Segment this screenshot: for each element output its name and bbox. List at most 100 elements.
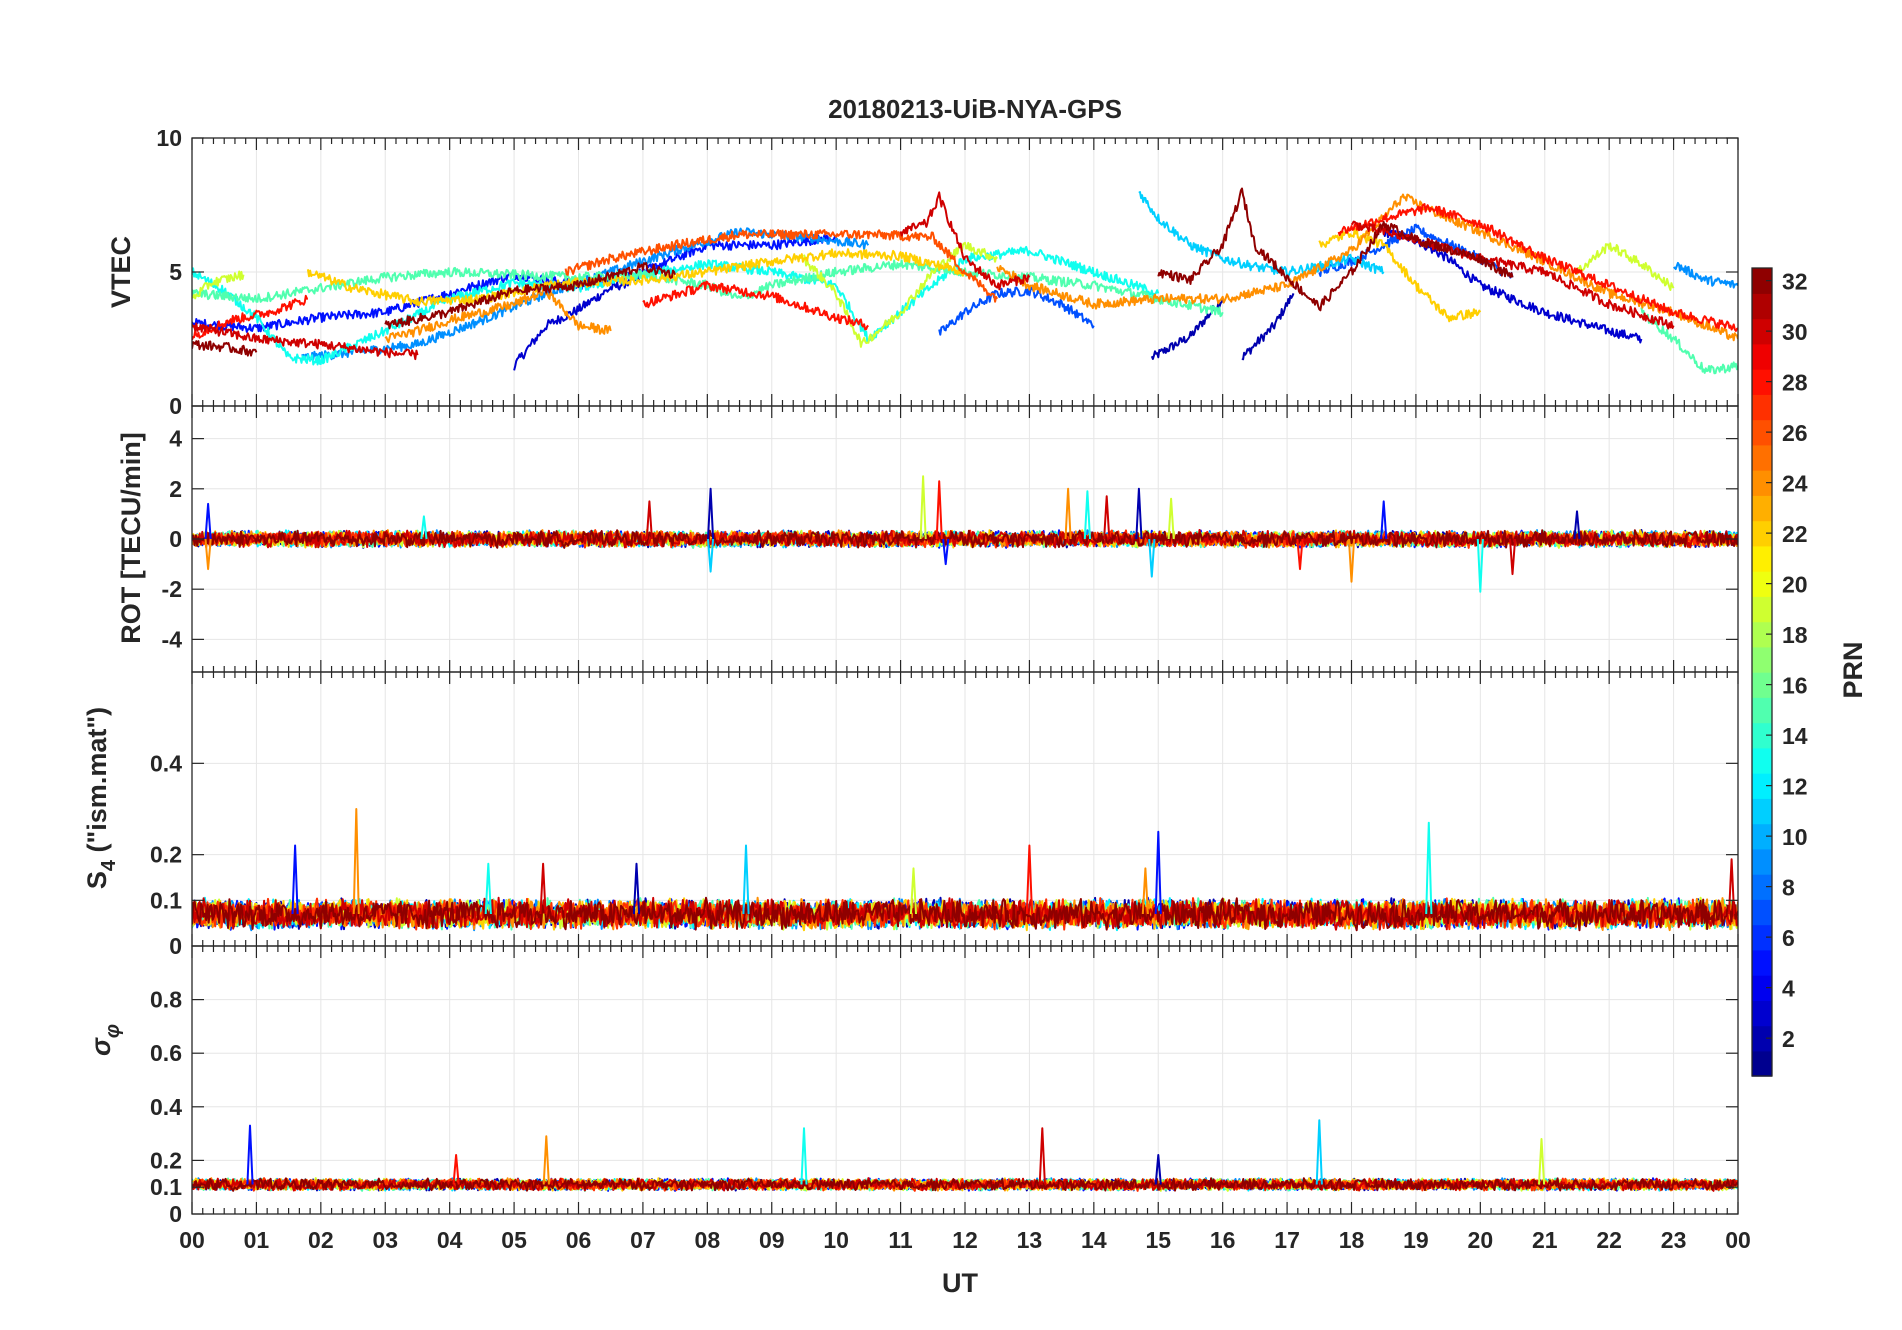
prn-32-trace bbox=[192, 340, 258, 357]
spike bbox=[919, 475, 927, 540]
vtec-ylabel: VTEC bbox=[106, 236, 136, 308]
spike bbox=[800, 1127, 808, 1185]
rot-ylabel: ROT [TECU/min] bbox=[116, 432, 146, 643]
y-tick-label: 0 bbox=[169, 393, 182, 419]
colorbar-swatch bbox=[1752, 848, 1772, 875]
colorbar-tick-label: 16 bbox=[1782, 673, 1808, 699]
spike bbox=[742, 844, 750, 915]
spike bbox=[291, 844, 299, 915]
x-tick-label: 19 bbox=[1403, 1227, 1429, 1253]
prn-32-trace bbox=[192, 529, 1738, 549]
colorbar-tick-label: 20 bbox=[1782, 572, 1808, 598]
prn-3-trace bbox=[513, 274, 644, 371]
prn-7-trace bbox=[938, 286, 1095, 336]
spike bbox=[542, 1135, 550, 1185]
y-tick-label: -2 bbox=[162, 576, 182, 602]
y-tick-label: 0.4 bbox=[150, 750, 182, 776]
sigma-phi-ylabel: σφ bbox=[86, 1024, 124, 1056]
colorbar-swatch bbox=[1752, 419, 1772, 446]
colorbar-swatch bbox=[1752, 975, 1772, 1001]
prn-11-trace bbox=[1138, 191, 1385, 278]
colorbar-tick-label: 22 bbox=[1782, 521, 1808, 547]
colorbar-tick-label: 28 bbox=[1782, 370, 1808, 396]
spike bbox=[645, 500, 653, 540]
colorbar-swatch bbox=[1752, 369, 1772, 395]
x-tick-label: 11 bbox=[888, 1227, 913, 1253]
prn-26-trace bbox=[564, 228, 999, 303]
colorbar-swatch bbox=[1752, 318, 1772, 345]
spike bbox=[1083, 490, 1091, 540]
colorbar-tick-label: 32 bbox=[1782, 269, 1808, 295]
spike bbox=[1025, 844, 1033, 915]
spike bbox=[1135, 487, 1143, 540]
spike bbox=[1167, 497, 1175, 540]
spike bbox=[632, 862, 641, 915]
x-tick-label: 02 bbox=[308, 1227, 334, 1253]
prn-28-trace bbox=[1337, 203, 1738, 332]
chart-title: 20180213-UiB-NYA-GPS bbox=[828, 94, 1122, 124]
spike bbox=[1315, 1119, 1323, 1185]
colorbar-swatch bbox=[1752, 470, 1772, 496]
x-tick-label: 22 bbox=[1596, 1227, 1622, 1253]
y-tick-label: 0.2 bbox=[150, 1147, 182, 1173]
colorbar-swatch bbox=[1752, 924, 1772, 951]
prn-19-trace bbox=[1576, 242, 1675, 291]
colorbar-tick-label: 18 bbox=[1782, 622, 1808, 648]
y-tick-label: 0.2 bbox=[150, 842, 182, 868]
x-tick-label: 23 bbox=[1661, 1227, 1687, 1253]
spike bbox=[246, 1124, 254, 1185]
x-tick-label: 03 bbox=[372, 1227, 398, 1253]
rot-panel: -4 -2 0 2 4 bbox=[162, 405, 1739, 673]
x-tick-label: 15 bbox=[1145, 1227, 1171, 1253]
colorbar-tick-label: 8 bbox=[1782, 875, 1795, 901]
colorbar-swatch bbox=[1752, 949, 1772, 976]
traces bbox=[192, 187, 1738, 375]
y-tick-label: -4 bbox=[162, 626, 183, 652]
spike bbox=[1538, 1138, 1546, 1185]
x-tick-label: 13 bbox=[1017, 1227, 1043, 1253]
x-tick-label: 17 bbox=[1274, 1227, 1300, 1253]
y-tick-label: 2 bbox=[169, 476, 182, 502]
spike bbox=[452, 1154, 460, 1185]
spike bbox=[1154, 1154, 1162, 1185]
y-tick-label: 0.1 bbox=[150, 1174, 182, 1200]
spike bbox=[707, 538, 715, 573]
s4-panel: 0 0.1 0.2 0.4 bbox=[150, 671, 1739, 959]
y-tick-label: 0 bbox=[169, 526, 182, 552]
colorbar-swatch bbox=[1752, 773, 1772, 799]
y-tick-label: 0 bbox=[169, 933, 182, 959]
spike bbox=[352, 808, 360, 915]
spike bbox=[1103, 495, 1111, 540]
colorbar-swatch bbox=[1752, 571, 1772, 597]
y-tick-label: 0.6 bbox=[150, 1040, 182, 1066]
s4-ylabel: S4 ("ism.mat") bbox=[82, 707, 120, 889]
prn-27-trace bbox=[192, 529, 1738, 549]
x-tick-label: 00 bbox=[1725, 1227, 1751, 1253]
spike bbox=[707, 487, 715, 540]
prn-15-trace bbox=[192, 259, 1224, 318]
colorbar-swatch bbox=[1752, 874, 1772, 900]
spike bbox=[204, 538, 212, 571]
spike bbox=[1038, 1127, 1046, 1185]
prn-22-trace bbox=[306, 248, 966, 307]
x-tick-label: 18 bbox=[1339, 1227, 1365, 1253]
spike bbox=[1296, 538, 1304, 571]
spike bbox=[1476, 538, 1484, 593]
prn-22-trace bbox=[1318, 227, 1482, 323]
colorbar-swatch bbox=[1752, 596, 1772, 623]
spike bbox=[484, 862, 492, 915]
prn-30-trace bbox=[192, 322, 419, 361]
spike bbox=[1347, 538, 1356, 583]
colorbar-swatch bbox=[1752, 1025, 1772, 1052]
colorbar-swatch bbox=[1752, 899, 1772, 926]
y-tick-label: 0.4 bbox=[150, 1094, 182, 1120]
x-tick-label: 08 bbox=[695, 1227, 721, 1253]
y-tick-label: 4 bbox=[169, 426, 182, 452]
colorbar-swatch bbox=[1752, 545, 1772, 572]
colorbar-frame bbox=[1751, 267, 1773, 1077]
colorbar-tick-label: 24 bbox=[1782, 471, 1808, 497]
colorbar-swatch bbox=[1752, 697, 1772, 724]
colorbar-swatch bbox=[1752, 747, 1772, 774]
prn-2-trace bbox=[1241, 293, 1295, 361]
